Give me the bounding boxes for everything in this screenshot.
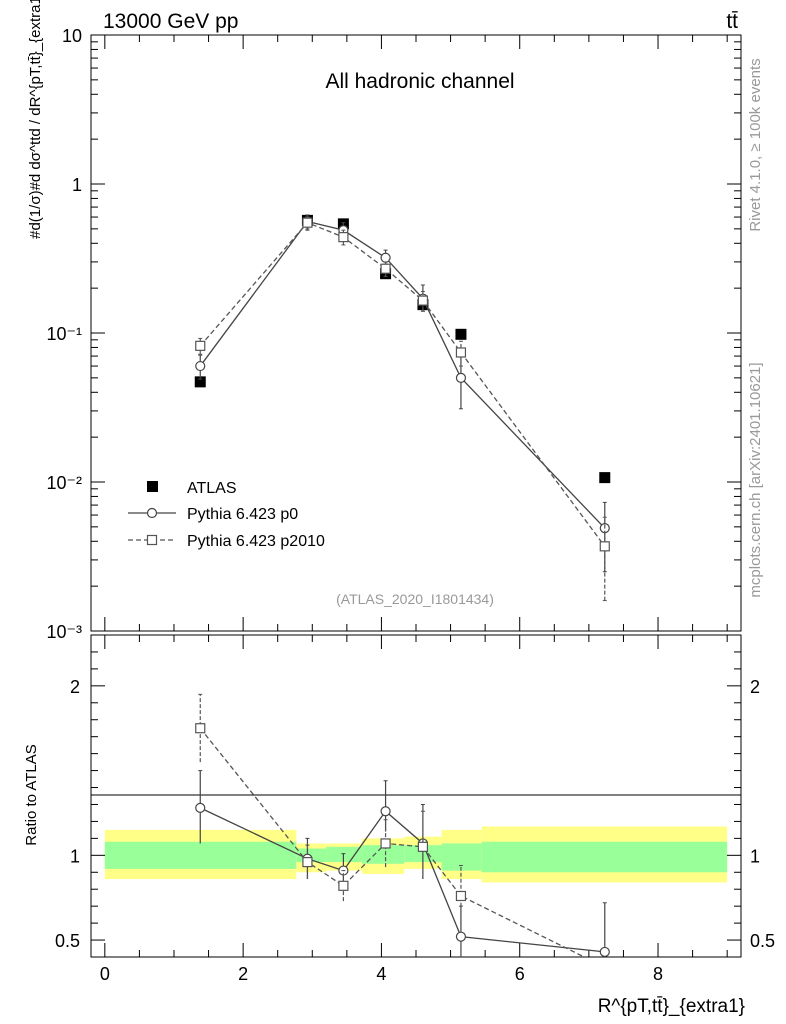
ratio-p2010-point (380, 838, 391, 849)
main-y-tick-label: 10⁻³ (46, 622, 82, 642)
ratio-p2010-point (455, 890, 467, 902)
legend: ATLAS Pythia 6.423 p0 Pythia 6.423 p2010 (128, 480, 325, 550)
x-axis-label: R^{pT,tt̄}_{extra1} (598, 996, 745, 1017)
p2010-data-point (380, 263, 391, 274)
main-title: All hadronic channel (325, 70, 514, 93)
ratio-y-axis-label: Ratio to ATLAS (23, 744, 40, 845)
p0-data-point (380, 252, 391, 263)
main-y-tick-label: 10⁻² (46, 473, 82, 493)
p2010-data-point (417, 295, 429, 306)
x-tick-label: 6 (515, 964, 525, 984)
ratio-band-inner (481, 841, 728, 873)
ratio-y-tick-label-right: 0.5 (750, 931, 775, 951)
main-series-line-p0 (199, 220, 606, 529)
p2010-data-point (195, 340, 206, 351)
ratio-frame (90, 634, 742, 958)
atlas-data-point (599, 472, 611, 484)
ratio-y-tick-label-right: 1 (750, 846, 760, 866)
ratio-p0-point (195, 802, 206, 813)
main-y-axis-label-text: #d(1/σ)#d dσ^ttd / dR^{pT,tt̄}_{extra1} (27, 0, 44, 239)
main-y-tick-label: 10 (62, 26, 82, 46)
main-axis-ticks: 10⁻³ 10⁻² 10⁻¹ 1 10 (46, 26, 741, 642)
ratio-y-tick-label-left: 1 (70, 846, 80, 866)
main-series-line-p2010 (199, 221, 606, 547)
x-tick-label: 4 (376, 964, 386, 984)
legend-label-p0: Pythia 6.423 p0 (187, 506, 298, 523)
ratio-band-inner (441, 843, 482, 871)
p2010-data-point (338, 232, 349, 243)
legend-marker-p0 (146, 507, 158, 519)
main-y-tick-label: 10⁻¹ (46, 324, 82, 344)
analysis-label: (ATLAS_2020_I1801434) (336, 591, 494, 607)
main-panel: 10⁻³ 10⁻² 10⁻¹ 1 10 All hadronic channel (AT… (27, 0, 742, 642)
ratio-uncertainty-bands (104, 826, 728, 883)
ratio-y-tick-label-right: 2 (750, 677, 760, 697)
ratio-panel: 0 2 4 6 8 0.5 0.5 1 1 2 2 Ratio to ATLAS R^{pT,tt̄… (23, 634, 775, 1017)
ratio-band-inner (104, 841, 297, 869)
energy-label: 13000 GeV pp (103, 10, 238, 33)
ratio-p0-point (380, 806, 391, 817)
p0-data-point (195, 360, 206, 372)
atlas-data-point (194, 376, 206, 388)
ratio-p0-point (455, 931, 467, 942)
p2010-data-point (302, 217, 313, 228)
p0-data-point (455, 372, 467, 383)
main-y-tick-label: 1 (72, 175, 82, 195)
legend-label-atlas: ATLAS (187, 480, 237, 497)
p2010-data-point (455, 347, 467, 358)
mcplots-label: mcplots.cern.ch [arXiv:2401.10621] (747, 362, 764, 597)
x-tick-label: 8 (653, 964, 663, 984)
ratio-p2010-point (417, 841, 429, 852)
ratio-band-inner (362, 845, 405, 864)
ratio-band-inner (326, 846, 363, 863)
rivet-version-label: Rivet 4.1.0, ≥ 100k events (747, 58, 764, 231)
ratio-p2010-point (338, 880, 349, 891)
legend-marker-atlas (147, 481, 158, 492)
process-label: tt̄ (726, 10, 738, 33)
ratio-series-layer (195, 693, 610, 958)
legend-marker-p2010 (146, 534, 158, 546)
x-tick-label: 2 (238, 964, 248, 984)
ratio-y-tick-label-left: 0.5 (55, 931, 80, 951)
atlas-data-point (455, 328, 467, 340)
ratio-p0-point (599, 946, 610, 958)
x-tick-label: 0 (100, 964, 110, 984)
legend-label-p2010: Pythia 6.423 p2010 (187, 533, 325, 550)
ratio-p2010-point (195, 723, 206, 734)
main-series-layer (194, 214, 611, 602)
p2010-data-point (599, 541, 610, 552)
ratio-y-tick-label-left: 2 (70, 677, 80, 697)
ratio-p2010-point (302, 856, 313, 868)
ratio-axis-ticks: 0 2 4 6 8 0.5 0.5 1 1 2 2 (55, 635, 775, 984)
main-y-axis-label: #d(1/σ)#d dσ^ttd / dR^{pT,tt̄}_{extra1} (27, 0, 44, 239)
